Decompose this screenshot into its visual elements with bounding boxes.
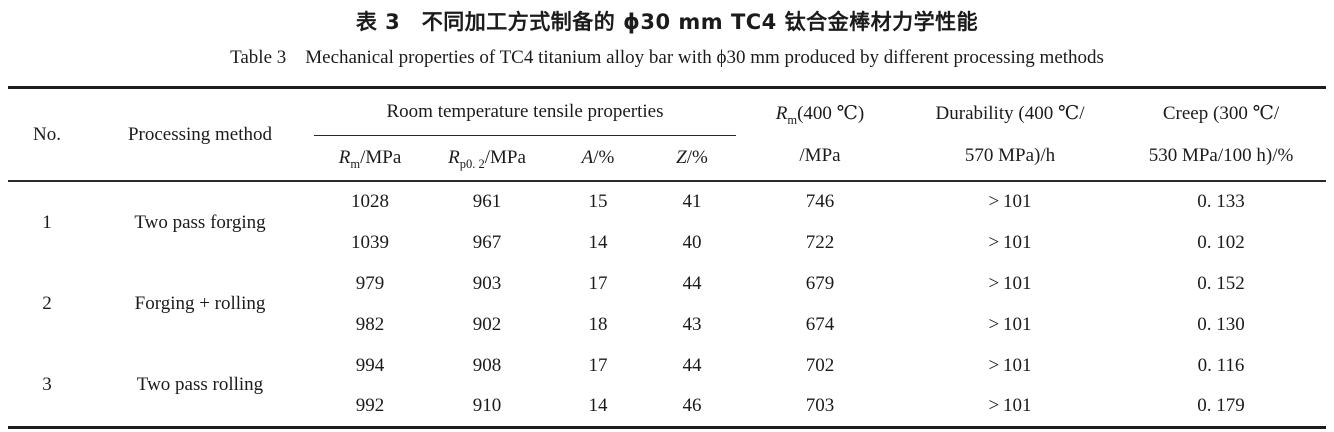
cell-durability: > 101	[988, 272, 1032, 294]
col-no-header: No.	[33, 123, 61, 145]
col-rm400-header-line1: Rm(400 ℃)	[775, 102, 865, 127]
cell-z: 40	[682, 231, 702, 253]
cell-rm400: 702	[805, 354, 835, 376]
cell-z: 44	[682, 272, 702, 294]
table-row: 992 910 14 46 703 > 101 0. 179	[8, 386, 1326, 427]
cell-creep: 0. 179	[1197, 394, 1245, 416]
cell-method: Two pass rolling	[136, 374, 264, 396]
cell-durability: > 101	[988, 191, 1032, 212]
col-z-header: Z/%	[676, 147, 708, 168]
col-durability-header: Durability (400 ℃/ 570 MPa)/h	[904, 88, 1116, 182]
col-durability-header-line2: 570 MPa)/h	[964, 144, 1056, 166]
cell-no: 1	[42, 211, 52, 233]
cell-a: 18	[588, 313, 608, 335]
cell-durability: > 101	[988, 354, 1032, 376]
cell-no: 2	[42, 293, 52, 314]
cell-durability: > 101	[988, 394, 1032, 416]
col-method-header: Processing method	[127, 123, 273, 145]
cell-z: 43	[682, 313, 702, 335]
cell-creep: 0. 133	[1197, 191, 1245, 212]
cell-method: Two pass forging	[134, 211, 266, 233]
cell-rp02: 910	[472, 394, 502, 416]
cell-rm: 1039	[351, 231, 389, 253]
cell-rm: 1028	[351, 191, 389, 212]
cell-a: 17	[588, 272, 608, 294]
cell-rm400: 674	[805, 313, 835, 335]
cell-rm400: 722	[805, 231, 835, 253]
cell-a: 14	[588, 231, 608, 253]
cell-rm400: 703	[805, 394, 835, 416]
cell-a: 17	[588, 354, 608, 376]
table-container: No. Processing method Room temperature t…	[8, 86, 1326, 429]
cell-rp02: 903	[472, 272, 502, 294]
table-row: 3 Two pass rolling 994 908 17 44 702 > 1…	[8, 345, 1326, 396]
cell-durability: > 101	[988, 313, 1032, 335]
col-rm400-header-line2: /MPa	[799, 144, 841, 166]
cell-rm: 994	[355, 354, 385, 376]
col-durability-header-line1: Durability (400 ℃/	[935, 102, 1085, 124]
cell-durability: > 101	[988, 231, 1032, 253]
cell-rp02: 902	[472, 313, 502, 335]
cell-creep: 0. 152	[1197, 272, 1245, 294]
cell-z: 41	[682, 191, 702, 212]
mechanical-properties-table: No. Processing method Room temperature t…	[8, 86, 1326, 429]
cell-rm: 982	[355, 313, 385, 335]
cell-z: 46	[682, 394, 702, 416]
cell-a: 14	[588, 394, 608, 416]
col-creep-header: Creep (300 ℃/ 530 MPa/100 h)/%	[1116, 88, 1326, 182]
cell-rm: 992	[355, 394, 385, 416]
table-row: 1039 967 14 40 722 > 101 0. 102	[8, 222, 1326, 263]
col-a-header: A/%	[581, 147, 615, 168]
cell-a: 15	[588, 191, 608, 212]
col-rp02-header: Rp0. 2/MPa	[448, 147, 526, 171]
cell-rp02: 961	[472, 191, 502, 212]
table-row: 982 902 18 43 674 > 101 0. 130	[8, 304, 1326, 345]
cell-rm: 979	[355, 272, 385, 294]
table-title-english: Table 3 Mechanical properties of TC4 tit…	[230, 47, 1104, 68]
cell-creep: 0. 102	[1197, 231, 1245, 253]
cell-creep: 0. 130	[1197, 313, 1245, 335]
table-row: 2 Forging + rolling 979 903 17 44 679 > …	[8, 263, 1326, 315]
cell-rp02: 967	[472, 231, 502, 253]
col-creep-header-line2: 530 MPa/100 h)/%	[1148, 144, 1294, 166]
col-rm-header: Rm/MPa	[338, 147, 402, 171]
table-title-chinese: 表 3 不同加工方式制备的 ϕ30 mm TC4 钛合金棒材力学性能	[355, 10, 979, 34]
cell-z: 44	[682, 354, 702, 376]
room-temp-group-header: Room temperature tensile properties	[314, 87, 736, 136]
cell-rm400: 746	[805, 191, 835, 212]
cell-no: 3	[42, 374, 52, 396]
col-rm400-header: Rm(400 ℃) /MPa	[736, 88, 904, 182]
cell-rm400: 679	[805, 272, 835, 294]
cell-creep: 0. 116	[1197, 354, 1245, 376]
cell-rp02: 908	[472, 354, 502, 376]
col-creep-header-line1: Creep (300 ℃/	[1162, 102, 1280, 124]
cell-method: Forging + rolling	[134, 293, 266, 314]
table-row: 1 Two pass forging 1028 961 15 41 746 > …	[8, 181, 1326, 233]
